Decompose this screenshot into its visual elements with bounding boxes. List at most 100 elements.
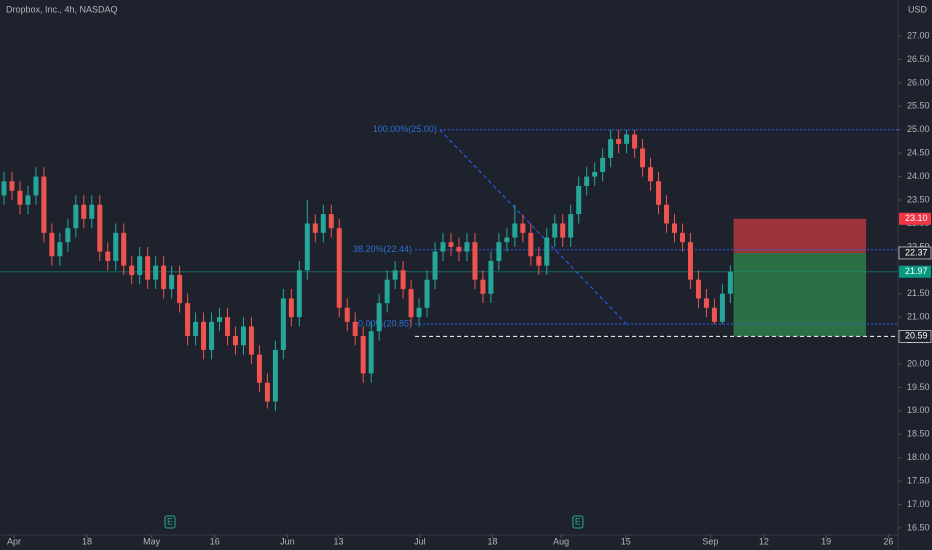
y-tick-label: 19.50 (907, 382, 930, 392)
stop-zone (733, 218, 867, 253)
candle-body (464, 242, 470, 252)
candle-body (256, 354, 262, 383)
candle-body (576, 185, 582, 215)
candle-body (488, 260, 494, 294)
candle-body (727, 271, 733, 294)
x-tick-label: 13 (333, 536, 343, 546)
candle-body (600, 157, 606, 172)
y-tick-label: 18.50 (907, 429, 930, 439)
candle-body (432, 251, 438, 280)
x-tick-label: 19 (821, 536, 831, 546)
candle-body (448, 242, 454, 247)
candle-body (264, 382, 270, 402)
y-tick-label: 26.50 (907, 54, 930, 64)
price-label: 21.97 (905, 266, 928, 276)
candle-body (1, 181, 7, 196)
candle-body (169, 274, 175, 290)
candle-body (671, 223, 677, 233)
candle-body (153, 265, 159, 280)
y-tick-label: 20.00 (907, 358, 930, 368)
candle-body (201, 321, 207, 350)
candle-body (49, 232, 55, 257)
candle-body (185, 303, 191, 336)
candle-body (376, 303, 382, 332)
y-tick-label: 24.50 (907, 148, 930, 158)
candle-body (560, 223, 566, 238)
fib-trend (439, 129, 627, 325)
candle-body (193, 321, 199, 336)
x-tick-label: 16 (210, 536, 220, 546)
candle-body (552, 223, 558, 238)
candle-body (384, 279, 390, 304)
candle-body (336, 228, 342, 308)
candle-body (368, 331, 374, 374)
candle-body (719, 293, 725, 322)
candle-body (392, 270, 398, 280)
y-tick-label: 26.00 (907, 77, 930, 87)
candle-body (217, 317, 223, 322)
candle-body (296, 270, 302, 318)
candle-body (711, 307, 717, 322)
y-tick-label: 22.50 (907, 241, 930, 251)
candle-body (129, 265, 135, 275)
candle-body (648, 167, 654, 182)
candle-body (288, 298, 294, 318)
candle-body (584, 176, 590, 186)
candle-body (544, 237, 550, 266)
event-marker (164, 515, 176, 529)
price-label-box (899, 265, 931, 278)
candle-body (512, 223, 518, 238)
candle-body (360, 335, 366, 374)
candle-body (240, 326, 246, 346)
candle-body (81, 204, 87, 219)
candle-body (177, 274, 183, 304)
y-tick-label: 27.00 (907, 30, 930, 40)
candle-body (528, 232, 534, 257)
candle-body (656, 181, 662, 205)
candle-body (304, 223, 310, 271)
candle-body (137, 256, 143, 275)
candle-body (456, 246, 462, 252)
x-tick-label: Apr (7, 536, 21, 546)
candle-body (400, 270, 406, 290)
fib-label: 100.00%(25.00) (373, 124, 437, 134)
candle-body (97, 204, 103, 252)
y-tick-label: 24.00 (907, 171, 930, 181)
candle-body (640, 148, 646, 168)
x-tick-label: Jun (280, 536, 295, 546)
candle-body (25, 195, 31, 205)
candle-body (161, 265, 167, 290)
candle-body (280, 298, 286, 350)
candle-body (224, 317, 230, 336)
candle-body (608, 139, 614, 158)
price-label-box (899, 212, 931, 225)
candle-body (616, 139, 622, 144)
candle-body (65, 228, 71, 243)
price-label-box (898, 330, 932, 343)
candle-body (679, 232, 685, 243)
candle-body (695, 279, 701, 299)
chart-title: Dropbox, Inc., 4h, NASDAQ (6, 4, 118, 14)
candle-body (33, 176, 39, 196)
y-tick-label: 21.50 (907, 288, 930, 298)
candle-body (416, 307, 422, 318)
candle-body (664, 204, 670, 224)
x-tick-label: Jul (414, 536, 426, 546)
candle-body (408, 289, 414, 318)
candle-body (687, 242, 693, 280)
y-tick-label: 16.50 (907, 522, 930, 532)
price-label: 20.59 (905, 331, 928, 341)
candle-body (17, 190, 23, 205)
y-tick-label: 17.50 (907, 476, 930, 486)
candle-body (504, 237, 510, 243)
x-tick-label: 26 (883, 536, 893, 546)
candle-body (632, 134, 638, 149)
candle-body (352, 321, 358, 336)
x-tick-label: 15 (621, 536, 631, 546)
price-label: 23.10 (905, 213, 928, 223)
candle-body (320, 214, 326, 233)
candle-body (568, 214, 574, 238)
target-zone (733, 252, 867, 337)
candle-body (520, 223, 526, 233)
candle-body (145, 256, 151, 280)
